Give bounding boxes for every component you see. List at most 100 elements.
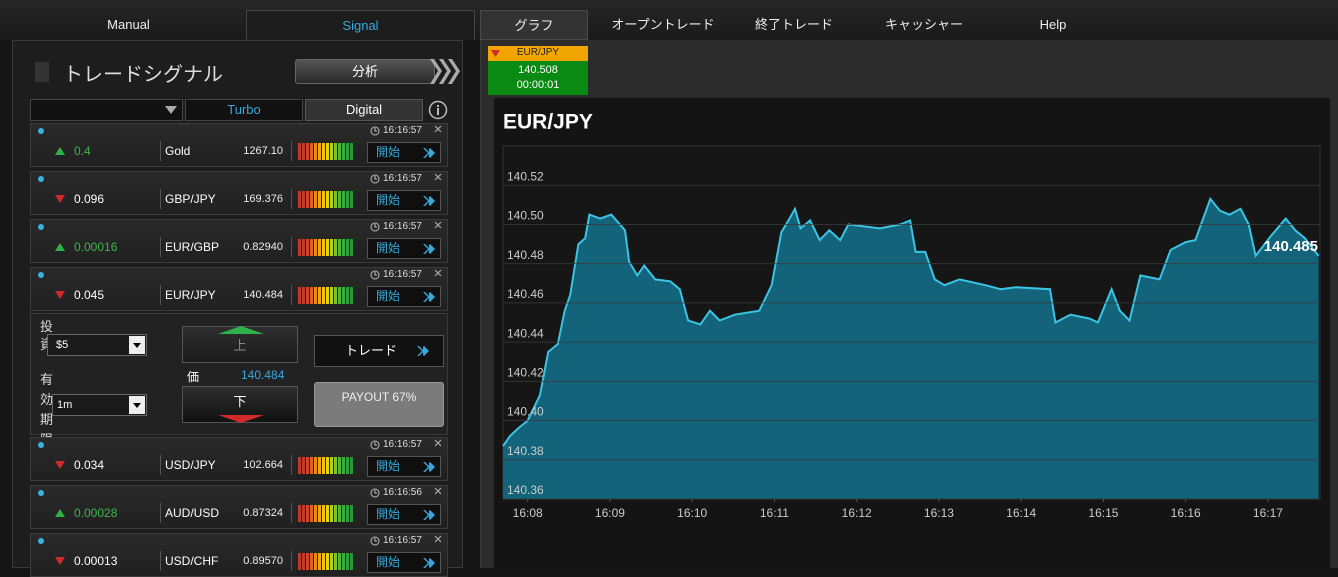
status-dot xyxy=(38,272,44,278)
tab-turbo[interactable]: Turbo xyxy=(185,99,303,121)
strength-bar xyxy=(326,143,329,160)
info-icon xyxy=(428,100,448,120)
signal-time: 16:16:57 xyxy=(383,535,422,546)
signal-row: 16:16:57 0.045 EUR/JPY 140.484 開始 xyxy=(30,267,448,311)
up-button[interactable]: 上 xyxy=(182,326,298,363)
strength-bar xyxy=(314,143,317,160)
separator xyxy=(160,455,161,475)
chevron xyxy=(430,196,435,206)
arrow-down xyxy=(55,195,65,203)
clock-hands xyxy=(374,128,377,132)
separator xyxy=(291,141,292,161)
amount-input[interactable]: $5 xyxy=(47,334,147,356)
strength-bar xyxy=(334,191,337,208)
strength-bar xyxy=(342,553,345,570)
strength-bar xyxy=(322,457,325,474)
separator xyxy=(291,551,292,571)
x-tick-label: 16:14 xyxy=(1006,506,1036,520)
start-button[interactable]: 開始 xyxy=(367,238,441,259)
clock-icon xyxy=(370,222,380,232)
strength-bar xyxy=(306,287,309,304)
strength-bar xyxy=(346,457,349,474)
chevron xyxy=(448,59,460,84)
arrow xyxy=(55,243,65,251)
start-button[interactable]: 開始 xyxy=(367,552,441,573)
nav-tab[interactable]: 終了トレード xyxy=(754,17,833,32)
status-dot xyxy=(38,176,44,182)
info-stem xyxy=(437,108,439,115)
close-icon xyxy=(434,221,442,229)
start-button[interactable]: 開始 xyxy=(367,286,441,307)
strength-bar xyxy=(322,505,325,522)
clock xyxy=(370,488,380,498)
chevron xyxy=(439,59,451,84)
signal-row: 16:16:56 0.00028 AUD/USD 0.87324 開始 xyxy=(30,485,448,529)
line xyxy=(502,196,1320,447)
nav-tab[interactable]: キャッシャー xyxy=(884,17,963,32)
strength-bar xyxy=(298,287,301,304)
dropdown[interactable] xyxy=(30,99,183,121)
signal-time: 16:16:57 xyxy=(383,221,422,232)
nav-tab[interactable]: Help xyxy=(1039,17,1067,32)
strength-bar xyxy=(310,553,313,570)
chevron-icon xyxy=(423,292,435,302)
chevron xyxy=(423,196,430,206)
separator xyxy=(160,503,161,523)
signal-symbol: EUR/GBP xyxy=(165,240,220,254)
signal-symbol: USD/JPY xyxy=(165,458,216,472)
strength-bar xyxy=(298,239,301,256)
ticker: EUR/JPY 140.508 00:00:01 xyxy=(488,46,588,95)
strength-bar xyxy=(338,457,341,474)
info-dot xyxy=(437,105,439,107)
trade-button[interactable]: トレード xyxy=(314,335,444,367)
expiry-input[interactable]: 1m xyxy=(52,394,147,416)
nav-tab[interactable]: Signal xyxy=(246,10,475,40)
signal-change: 0.00028 xyxy=(74,506,118,520)
strength-bar xyxy=(342,143,345,160)
strength-bar xyxy=(346,505,349,522)
indicator xyxy=(218,415,264,423)
strength-bar xyxy=(350,553,353,570)
arrow-up xyxy=(55,147,65,155)
nav-tab[interactable]: グラフ xyxy=(480,10,588,40)
start-button[interactable]: 開始 xyxy=(367,142,441,163)
signal-time: 16:16:57 xyxy=(383,173,422,184)
strength-bar xyxy=(302,553,305,570)
separator xyxy=(160,237,161,257)
status-dot xyxy=(38,442,44,448)
nav-tab[interactable]: Manual xyxy=(107,17,150,32)
dropdown-arrow xyxy=(133,403,141,408)
analyze-button[interactable]: 分析 xyxy=(295,59,435,84)
separator xyxy=(291,189,292,209)
strength-bar xyxy=(346,287,349,304)
clock-hands xyxy=(374,538,377,542)
close xyxy=(434,487,442,495)
start-button[interactable]: 開始 xyxy=(367,456,441,477)
strength-bar xyxy=(342,287,345,304)
clock-hands xyxy=(374,176,377,180)
signal-time: 16:16:57 xyxy=(383,439,422,450)
status-dot xyxy=(38,224,44,230)
strength-bar xyxy=(318,553,321,570)
strength-bar xyxy=(322,143,325,160)
chevron-icon xyxy=(423,196,435,206)
start-button[interactable]: 開始 xyxy=(367,190,441,211)
chevron xyxy=(430,510,435,520)
tab-digital[interactable]: Digital xyxy=(305,99,423,121)
chevron xyxy=(430,292,435,302)
nav-tab[interactable]: オープントレード xyxy=(611,17,715,32)
signal-change: 0.00016 xyxy=(74,240,118,254)
clock xyxy=(370,222,380,232)
down-button[interactable]: 下 xyxy=(182,386,298,423)
close-icon xyxy=(434,125,442,133)
strength-bar xyxy=(302,191,305,208)
down-indicator xyxy=(218,415,264,423)
clock-icon xyxy=(370,488,380,498)
strength-bar xyxy=(306,143,309,160)
x-tick-label: 16:13 xyxy=(924,506,954,520)
strength-bar xyxy=(314,191,317,208)
start-button[interactable]: 開始 xyxy=(367,504,441,525)
strength-bar xyxy=(322,191,325,208)
arrow xyxy=(133,343,141,348)
